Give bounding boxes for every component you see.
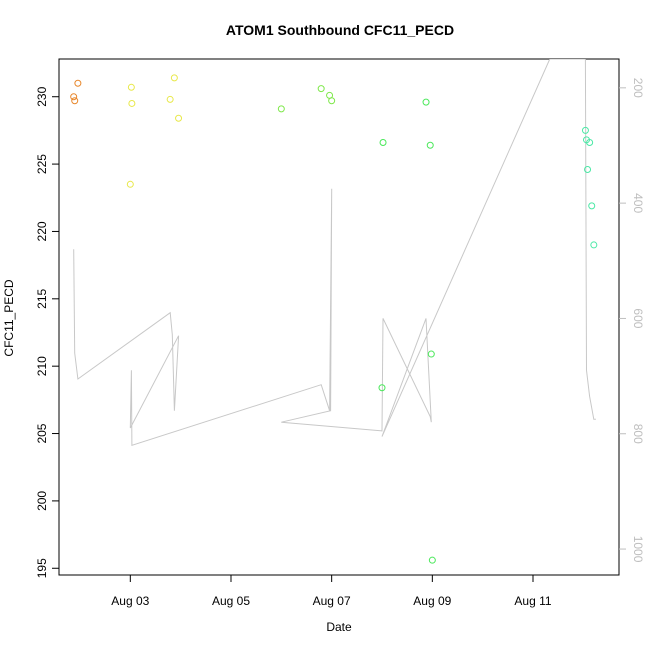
gray-series-line-group xyxy=(73,59,596,446)
scatter-points-group xyxy=(70,74,598,564)
scatter-point xyxy=(71,97,79,105)
scatter-point xyxy=(74,79,82,87)
right-y-tick-label: 200 xyxy=(631,78,645,98)
scatter-point xyxy=(427,350,435,358)
scatter-point xyxy=(127,83,135,91)
scatter-point xyxy=(70,93,78,101)
y-tick-label: 230 xyxy=(35,86,49,106)
scatter-point xyxy=(166,95,174,103)
y-tick-label: 210 xyxy=(35,356,49,376)
scatter-point xyxy=(317,85,325,93)
right-y-tick-label: 1000 xyxy=(631,536,645,563)
y-tick-label: 225 xyxy=(35,154,49,174)
scatter-point xyxy=(170,74,178,82)
y-tick-label: 195 xyxy=(35,558,49,578)
right-y-tick-label: 800 xyxy=(631,424,645,444)
x-tick-label: Aug 05 xyxy=(212,594,250,608)
scatter-point xyxy=(422,98,430,106)
scatter-point xyxy=(277,105,285,113)
scatter-point xyxy=(590,241,598,249)
scatter-point xyxy=(584,165,592,173)
right-y-tick-label: 400 xyxy=(631,193,645,213)
right-y-tick-label: 600 xyxy=(631,308,645,328)
scatter-point xyxy=(428,556,436,564)
x-tick-label: Aug 07 xyxy=(313,594,351,608)
y-tick-label: 200 xyxy=(35,491,49,511)
gray-series-line xyxy=(73,59,596,446)
scatter-point xyxy=(175,114,183,122)
y-axis: 195 200 205 210 215 220 225 230 xyxy=(35,86,59,578)
scatter-point xyxy=(379,139,387,147)
right-y-axis: 200 400 600 800 1000 xyxy=(619,78,645,563)
plot-frame xyxy=(58,58,620,576)
x-tick-label: Aug 03 xyxy=(111,594,149,608)
scatter-point xyxy=(426,141,434,149)
x-axis-label: Date xyxy=(326,620,352,634)
scatter-point xyxy=(378,384,386,392)
scatter-point xyxy=(588,202,596,210)
chart-title: ATOM1 Southbound CFC11_PECD xyxy=(226,22,454,38)
y-axis-label: CFC11_PECD xyxy=(2,279,16,356)
x-tick-label: Aug 11 xyxy=(514,594,551,608)
scatter-point xyxy=(581,126,589,134)
y-tick-label: 205 xyxy=(35,423,49,443)
scatter-point xyxy=(128,99,136,107)
y-tick-label: 220 xyxy=(35,221,49,241)
x-axis: Aug 03 Aug 05 Aug 07 Aug 09 Aug 11 xyxy=(111,575,552,608)
x-tick-label: Aug 09 xyxy=(413,594,451,608)
scatter-point xyxy=(126,180,134,188)
y-tick-label: 215 xyxy=(35,288,49,308)
scatter-point xyxy=(586,139,594,147)
scatter-point xyxy=(328,97,336,105)
